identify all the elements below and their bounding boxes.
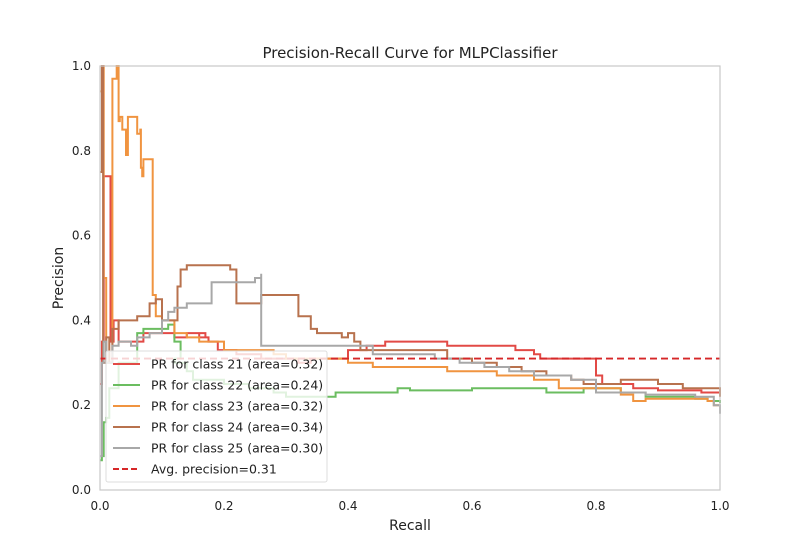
x-axis-label: Recall [389, 518, 431, 534]
y-tick-label: 1.0 [72, 59, 91, 73]
y-tick-label: 0.0 [72, 483, 91, 497]
x-tick-label: 0.4 [338, 499, 357, 513]
x-tick-label: 0.6 [462, 499, 481, 513]
legend-label: PR for class 22 (area=0.24) [151, 378, 323, 393]
legend-label: PR for class 25 (area=0.30) [151, 441, 323, 456]
y-axis-label: Precision [51, 247, 67, 309]
legend-box [105, 350, 328, 483]
y-tick-label: 0.6 [72, 229, 91, 243]
legend-label: PR for class 24 (area=0.34) [151, 420, 323, 435]
x-tick-label: 0.0 [90, 499, 109, 513]
y-tick-label: 0.2 [72, 398, 91, 412]
legend: PR for class 21 (area=0.32) PR for class … [105, 350, 328, 483]
x-tick-label: 0.2 [214, 499, 233, 513]
x-tick-labels: 0.0 0.2 0.4 0.6 0.8 1.0 [90, 499, 729, 513]
plot-frame [99, 65, 721, 491]
legend-label: PR for class 23 (area=0.32) [151, 399, 323, 414]
legend-label: PR for class 21 (area=0.32) [151, 357, 323, 372]
x-tick-label: 1.0 [710, 499, 729, 513]
y-tick-labels: 0.0 0.2 0.4 0.6 0.8 1.0 [72, 59, 91, 497]
x-tick-label: 0.8 [586, 499, 605, 513]
chart-title: Precision-Recall Curve for MLPClassifier [262, 44, 558, 62]
y-tick-label: 0.8 [72, 144, 91, 158]
series-line-5 [100, 273, 721, 458]
y-tick-label: 0.4 [72, 313, 91, 327]
legend-label: Avg. precision=0.31 [151, 462, 277, 477]
